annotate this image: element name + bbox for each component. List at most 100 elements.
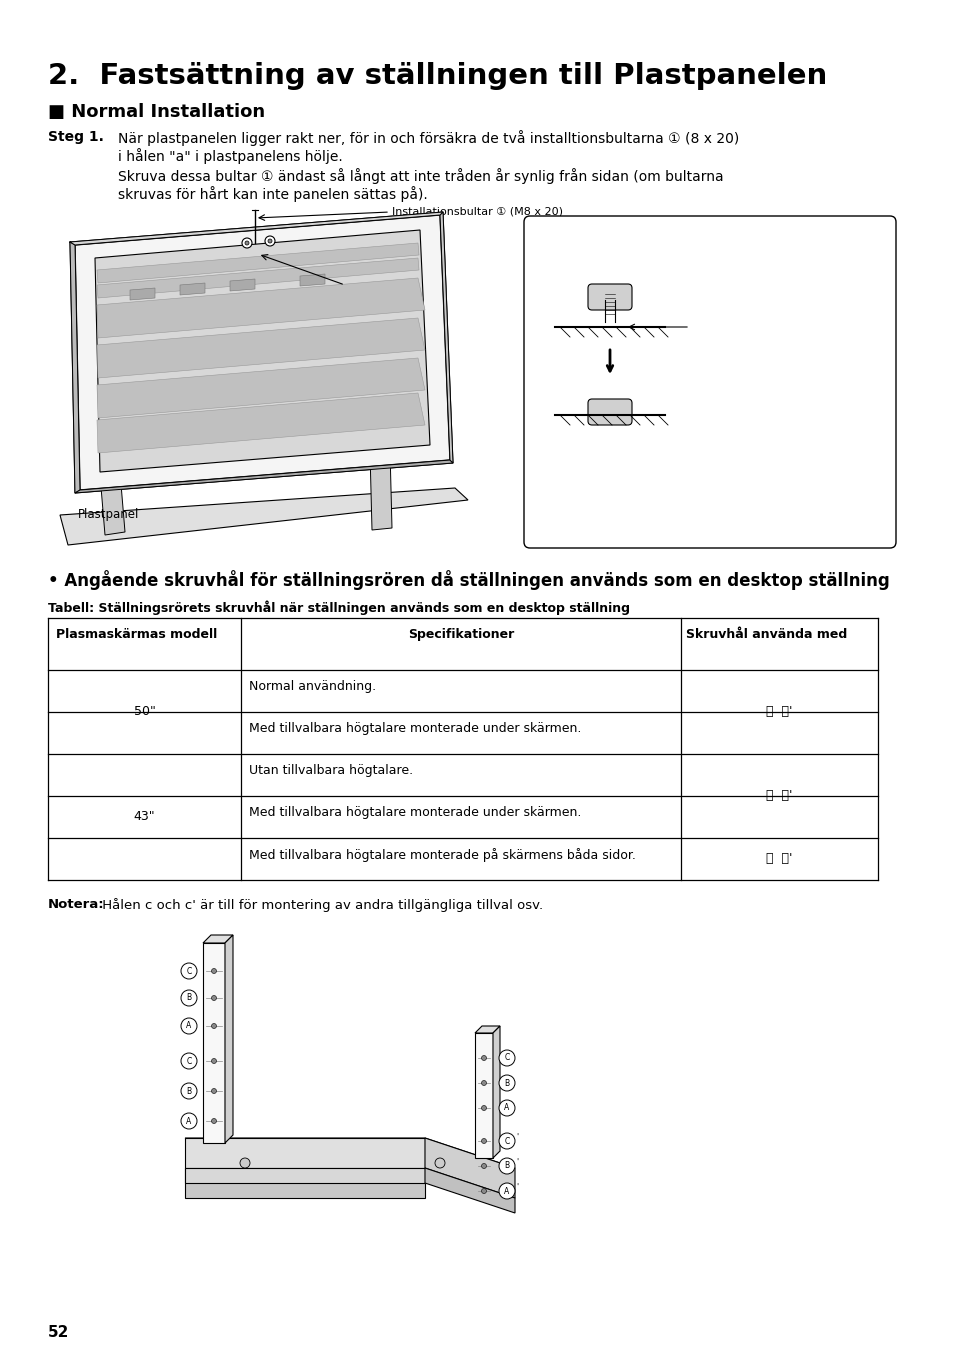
Text: När plastpanelen ligger rakt ner, för in och försäkra de två installtionsbultarn: När plastpanelen ligger rakt ner, för in… bbox=[118, 130, 739, 146]
Circle shape bbox=[212, 1119, 216, 1124]
Polygon shape bbox=[475, 1025, 499, 1034]
Circle shape bbox=[498, 1100, 515, 1116]
Text: Med tillvalbara högtalare monterade på skärmens båda sidor.: Med tillvalbara högtalare monterade på s… bbox=[249, 848, 636, 862]
Text: 52: 52 bbox=[48, 1325, 70, 1340]
Text: 43": 43" bbox=[133, 811, 155, 823]
Polygon shape bbox=[424, 1138, 515, 1198]
Polygon shape bbox=[70, 212, 442, 245]
Text: i hålen "a" i plastpanelens hölje.: i hålen "a" i plastpanelens hölje. bbox=[118, 149, 342, 163]
FancyBboxPatch shape bbox=[523, 216, 895, 549]
Text: ': ' bbox=[516, 1182, 517, 1192]
Polygon shape bbox=[60, 488, 468, 544]
Polygon shape bbox=[97, 243, 418, 282]
Text: Steg 1.: Steg 1. bbox=[48, 130, 104, 145]
Text: Plasmaskärmas modell: Plasmaskärmas modell bbox=[56, 628, 217, 640]
Circle shape bbox=[181, 1084, 196, 1098]
Text: B: B bbox=[504, 1162, 509, 1170]
Text: Skruvhål använda med: Skruvhål använda med bbox=[685, 628, 846, 640]
Circle shape bbox=[498, 1158, 515, 1174]
Circle shape bbox=[435, 1158, 444, 1169]
Text: Sluta skruva ner bulten när: Sluta skruva ner bulten när bbox=[635, 399, 797, 412]
Circle shape bbox=[481, 1105, 486, 1111]
Text: Normal användning.: Normal användning. bbox=[249, 680, 375, 693]
Polygon shape bbox=[424, 1169, 515, 1213]
Polygon shape bbox=[493, 1025, 499, 1158]
Text: Specifikationer: Specifikationer bbox=[408, 628, 514, 640]
Circle shape bbox=[212, 1089, 216, 1093]
Circle shape bbox=[181, 1052, 196, 1069]
Circle shape bbox=[498, 1133, 515, 1148]
Circle shape bbox=[212, 1058, 216, 1063]
Circle shape bbox=[498, 1050, 515, 1066]
Polygon shape bbox=[97, 278, 424, 338]
Polygon shape bbox=[97, 358, 424, 417]
Circle shape bbox=[481, 1189, 486, 1193]
Text: Ⓑ  Ⓑ': Ⓑ Ⓑ' bbox=[765, 705, 792, 717]
Polygon shape bbox=[185, 1169, 424, 1183]
Text: Skruva dessa bultar ① ändast så långt att inte tråden år synlig från sidan (om b: Skruva dessa bultar ① ändast så långt at… bbox=[118, 168, 723, 184]
Polygon shape bbox=[185, 1169, 424, 1198]
Text: A: A bbox=[504, 1186, 509, 1196]
Text: Installationsbultar ① (M8 x 20): Installationsbultar ① (M8 x 20) bbox=[392, 207, 562, 218]
Text: Hålen c och c' är till för montering av andra tillgängliga tillval osv.: Hålen c och c' är till för montering av … bbox=[98, 898, 542, 912]
Polygon shape bbox=[75, 215, 450, 490]
Text: A: A bbox=[504, 1104, 509, 1112]
Text: • Angående skruvhål för ställningsrören då ställningen används som en desktop st: • Angående skruvhål för ställningsrören … bbox=[48, 570, 889, 590]
Text: C: C bbox=[186, 1056, 192, 1066]
Polygon shape bbox=[100, 471, 125, 535]
Text: Plastpanel: Plastpanel bbox=[78, 508, 139, 521]
Text: Ⓐ  Ⓐ': Ⓐ Ⓐ' bbox=[765, 789, 792, 802]
Polygon shape bbox=[299, 274, 325, 286]
Text: A: A bbox=[186, 1116, 192, 1125]
Text: ': ' bbox=[516, 1158, 517, 1166]
Polygon shape bbox=[180, 282, 205, 295]
Polygon shape bbox=[203, 935, 233, 943]
Circle shape bbox=[481, 1163, 486, 1169]
Circle shape bbox=[181, 1019, 196, 1034]
Text: B: B bbox=[186, 993, 192, 1002]
Text: B: B bbox=[504, 1078, 509, 1088]
Circle shape bbox=[498, 1075, 515, 1092]
Text: Ⓑ  Ⓑ': Ⓑ Ⓑ' bbox=[765, 852, 792, 865]
Text: C: C bbox=[186, 966, 192, 975]
Polygon shape bbox=[97, 317, 424, 378]
Circle shape bbox=[212, 996, 216, 1001]
Circle shape bbox=[265, 236, 274, 246]
Text: B: B bbox=[186, 1086, 192, 1096]
Text: Installationsbult ①: Installationsbult ① bbox=[544, 234, 659, 247]
Circle shape bbox=[212, 1024, 216, 1028]
Polygon shape bbox=[203, 943, 225, 1143]
Polygon shape bbox=[75, 459, 453, 493]
Circle shape bbox=[181, 990, 196, 1006]
Text: ■ Normal Installation: ■ Normal Installation bbox=[48, 103, 265, 122]
Circle shape bbox=[481, 1055, 486, 1061]
FancyBboxPatch shape bbox=[587, 399, 631, 426]
Polygon shape bbox=[439, 212, 453, 463]
Polygon shape bbox=[475, 1034, 493, 1158]
Circle shape bbox=[481, 1081, 486, 1085]
Text: C: C bbox=[504, 1054, 509, 1062]
Polygon shape bbox=[185, 1138, 424, 1169]
FancyBboxPatch shape bbox=[587, 284, 631, 309]
Text: 2.  Fastsättning av ställningen till Plastpanelen: 2. Fastsättning av ställningen till Plas… bbox=[48, 62, 826, 91]
Text: ': ' bbox=[516, 1132, 517, 1142]
Circle shape bbox=[181, 963, 196, 979]
Text: Med tillvalbara högtalare monterade under skärmen.: Med tillvalbara högtalare monterade unde… bbox=[249, 807, 580, 819]
Polygon shape bbox=[95, 230, 430, 471]
Polygon shape bbox=[70, 242, 80, 493]
Circle shape bbox=[240, 1158, 250, 1169]
Polygon shape bbox=[97, 258, 418, 299]
Text: av plasmaskärmen): av plasmaskärmen) bbox=[312, 293, 421, 303]
Text: C: C bbox=[504, 1136, 509, 1146]
Circle shape bbox=[212, 969, 216, 974]
Text: Notera:: Notera: bbox=[48, 898, 105, 911]
Polygon shape bbox=[225, 935, 233, 1143]
Circle shape bbox=[481, 1139, 486, 1143]
Circle shape bbox=[245, 240, 249, 245]
Polygon shape bbox=[230, 280, 254, 290]
Text: Tabell: Ställningsrörets skruvhål när ställningen används som en desktop ställni: Tabell: Ställningsrörets skruvhål när st… bbox=[48, 600, 629, 615]
Polygon shape bbox=[97, 393, 424, 453]
Circle shape bbox=[498, 1183, 515, 1198]
Text: A: A bbox=[186, 1021, 192, 1031]
Polygon shape bbox=[130, 288, 154, 300]
